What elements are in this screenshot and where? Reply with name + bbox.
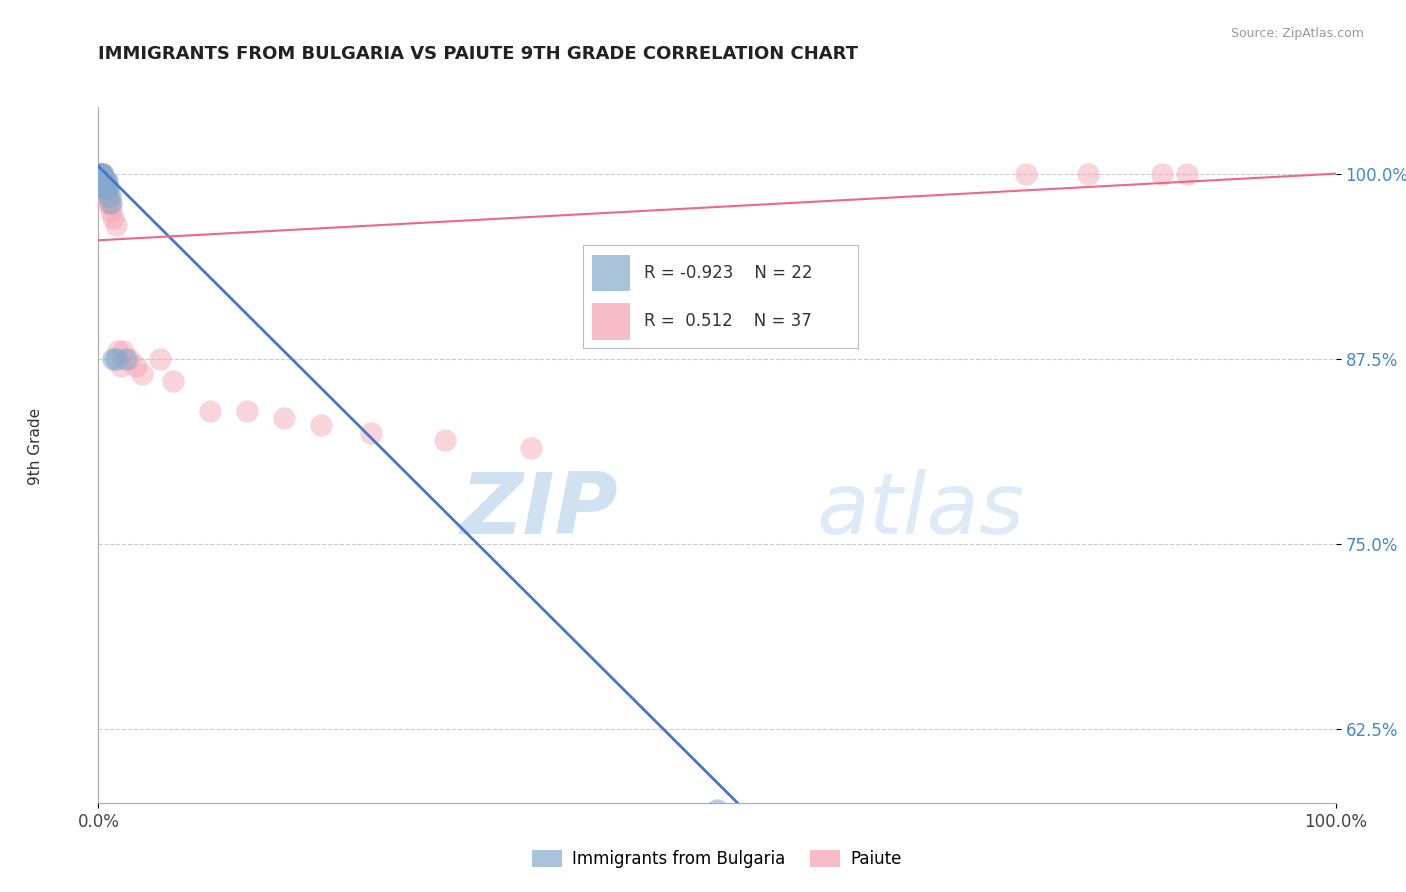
Point <box>103 351 125 366</box>
Point <box>110 359 132 373</box>
Point <box>91 167 114 181</box>
Text: R =  0.512    N = 37: R = 0.512 N = 37 <box>644 312 811 330</box>
Point <box>93 181 115 195</box>
Point <box>198 403 221 417</box>
Point <box>236 403 259 417</box>
Bar <box>592 302 630 340</box>
Text: R = -0.923    N = 22: R = -0.923 N = 22 <box>644 264 813 282</box>
Point <box>520 441 543 455</box>
Text: ZIP: ZIP <box>460 469 619 552</box>
Point <box>93 174 115 188</box>
Point <box>94 174 117 188</box>
Point <box>98 189 121 203</box>
Point <box>124 359 146 373</box>
Point <box>96 174 118 188</box>
Point <box>93 174 115 188</box>
Point <box>96 189 118 203</box>
Point <box>706 803 728 817</box>
Point <box>90 167 112 181</box>
Point <box>93 181 115 195</box>
Point <box>273 411 295 425</box>
Point <box>97 189 120 203</box>
Point <box>90 174 112 188</box>
Text: IMMIGRANTS FROM BULGARIA VS PAIUTE 9TH GRADE CORRELATION CHART: IMMIGRANTS FROM BULGARIA VS PAIUTE 9TH G… <box>98 45 859 62</box>
Point <box>1015 167 1038 181</box>
Point <box>100 203 122 218</box>
Point <box>107 344 129 359</box>
Point <box>91 174 114 188</box>
Point <box>90 174 112 188</box>
Point <box>309 418 332 433</box>
Legend: Immigrants from Bulgaria, Paiute: Immigrants from Bulgaria, Paiute <box>526 843 908 874</box>
Point <box>93 181 115 195</box>
Point <box>96 181 118 195</box>
Point <box>162 374 184 388</box>
Point <box>1077 167 1099 181</box>
Point <box>94 181 117 195</box>
Point <box>89 167 111 181</box>
Point <box>90 167 112 181</box>
Point <box>1175 167 1198 181</box>
Point <box>93 174 115 188</box>
Point <box>98 196 121 211</box>
Point <box>93 174 115 188</box>
Point <box>131 367 153 381</box>
Point <box>91 181 114 195</box>
Text: atlas: atlas <box>815 469 1024 552</box>
Text: 9th Grade: 9th Grade <box>28 408 42 484</box>
Point <box>91 167 114 181</box>
Point <box>100 196 122 211</box>
Point <box>94 181 117 195</box>
Point <box>1152 167 1174 181</box>
Point <box>112 344 135 359</box>
Text: Source: ZipAtlas.com: Source: ZipAtlas.com <box>1230 27 1364 40</box>
Point <box>97 181 120 195</box>
Point <box>149 351 172 366</box>
Point <box>97 196 120 211</box>
Bar <box>592 254 630 292</box>
Point <box>103 211 125 225</box>
Point <box>104 219 127 233</box>
Point <box>360 425 382 440</box>
Point <box>433 433 456 447</box>
Point <box>118 351 141 366</box>
Point <box>91 174 114 188</box>
Point <box>93 181 115 195</box>
Point <box>114 351 136 366</box>
Point <box>104 351 127 366</box>
Point <box>89 167 111 181</box>
Point <box>93 167 115 181</box>
Point <box>94 189 117 203</box>
